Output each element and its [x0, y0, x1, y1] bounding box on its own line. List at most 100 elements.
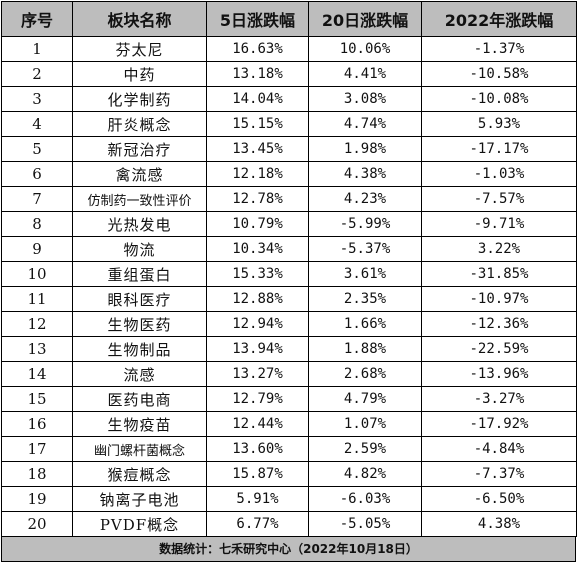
change-2022: -31.85% [421, 261, 577, 287]
change-20day: 4.79% [308, 386, 422, 412]
change-2022: -4.84% [421, 436, 577, 462]
table-row: 19 钠离子电池 5.91% -6.03% -6.50% [1, 486, 577, 512]
row-index: 13 [1, 336, 73, 362]
table-row: 6 禽流感 12.18% 4.38% -1.03% [1, 161, 577, 187]
change-5day: 12.88% [206, 286, 309, 312]
change-2022: -6.50% [421, 486, 577, 512]
row-index: 7 [1, 186, 73, 212]
change-2022: -9.71% [421, 211, 577, 237]
table-row: 2 中药 13.18% 4.41% -10.58% [1, 61, 577, 87]
row-index: 1 [1, 36, 73, 62]
table-row: 4 肝炎概念 15.15% 4.74% 5.93% [1, 111, 577, 137]
change-5day: 15.87% [206, 461, 309, 487]
change-5day: 14.04% [206, 86, 309, 112]
change-2022: -22.59% [421, 336, 577, 362]
sector-name: 眼科医疗 [72, 286, 207, 312]
change-5day: 12.44% [206, 411, 309, 437]
change-2022: -7.37% [421, 461, 577, 487]
data-source-footer: 数据统计：七禾研究中心（2022年10月18日） [1, 537, 576, 562]
table-row: 20 PVDF概念 6.77% -5.05% 4.38% [1, 511, 577, 537]
row-index: 4 [1, 111, 73, 137]
change-5day: 10.34% [206, 236, 309, 262]
row-index: 8 [1, 211, 73, 237]
change-20day: -6.03% [308, 486, 422, 512]
change-20day: 1.66% [308, 311, 422, 337]
change-5day: 15.33% [206, 261, 309, 287]
change-20day: 1.07% [308, 411, 422, 437]
change-2022: 4.38% [421, 511, 577, 537]
change-2022: 5.93% [421, 111, 577, 137]
sector-name: 医药电商 [72, 386, 207, 412]
table-row: 16 生物疫苗 12.44% 1.07% -17.92% [1, 411, 577, 437]
header-sector-name: 板块名称 [72, 1, 207, 37]
table-row: 13 生物制品 13.94% 1.88% -22.59% [1, 336, 577, 362]
change-2022: -10.58% [421, 61, 577, 87]
change-2022: -3.27% [421, 386, 577, 412]
sector-name: 流感 [72, 361, 207, 387]
change-20day: 4.82% [308, 461, 422, 487]
change-5day: 10.79% [206, 211, 309, 237]
change-2022: -13.96% [421, 361, 577, 387]
row-index: 17 [1, 436, 73, 462]
change-5day: 16.63% [206, 36, 309, 62]
sector-name: 幽门螺杆菌概念 [72, 436, 207, 462]
change-5day: 6.77% [206, 511, 309, 537]
change-5day: 12.18% [206, 161, 309, 187]
row-index: 9 [1, 236, 73, 262]
row-index: 10 [1, 261, 73, 287]
row-index: 18 [1, 461, 73, 487]
change-5day: 12.79% [206, 386, 309, 412]
table-row: 7 仿制药一致性评价 12.78% 4.23% -7.57% [1, 186, 577, 212]
change-20day: 1.88% [308, 336, 422, 362]
change-20day: 10.06% [308, 36, 422, 62]
sector-name: 物流 [72, 236, 207, 262]
sector-name: 芬太尼 [72, 36, 207, 62]
sector-name: 中药 [72, 61, 207, 87]
change-2022: -17.92% [421, 411, 577, 437]
row-index: 6 [1, 161, 73, 187]
row-index: 15 [1, 386, 73, 412]
change-20day: -5.05% [308, 511, 422, 537]
sector-name: 光热发电 [72, 211, 207, 237]
header-row: 序号 板块名称 5日涨跌幅 20日涨跌幅 2022年涨跌幅 [1, 1, 577, 37]
table-row: 14 流感 13.27% 2.68% -13.96% [1, 361, 577, 387]
row-index: 20 [1, 511, 73, 537]
change-2022: -1.03% [421, 161, 577, 187]
sector-name: 肝炎概念 [72, 111, 207, 137]
header-index: 序号 [1, 1, 73, 37]
change-5day: 12.78% [206, 186, 309, 212]
table-row: 9 物流 10.34% -5.37% 3.22% [1, 236, 577, 262]
sector-name: 化学制药 [72, 86, 207, 112]
row-index: 12 [1, 311, 73, 337]
sector-name: 钠离子电池 [72, 486, 207, 512]
table-row: 8 光热发电 10.79% -5.99% -9.71% [1, 211, 577, 237]
change-20day: 2.59% [308, 436, 422, 462]
change-20day: 4.23% [308, 186, 422, 212]
change-2022: -12.36% [421, 311, 577, 337]
sector-name: 新冠治疗 [72, 136, 207, 162]
row-index: 2 [1, 61, 73, 87]
row-index: 16 [1, 411, 73, 437]
sector-name: PVDF概念 [72, 511, 207, 537]
table-row: 5 新冠治疗 13.45% 1.98% -17.17% [1, 136, 577, 162]
change-2022: -10.08% [421, 86, 577, 112]
change-2022: -1.37% [421, 36, 577, 62]
change-5day: 13.18% [206, 61, 309, 87]
row-index: 14 [1, 361, 73, 387]
table-row: 17 幽门螺杆菌概念 13.60% 2.59% -4.84% [1, 436, 577, 462]
row-index: 19 [1, 486, 73, 512]
sector-performance-table: 序号 板块名称 5日涨跌幅 20日涨跌幅 2022年涨跌幅 1 芬太尼 16.63%… [1, 1, 577, 537]
row-index: 11 [1, 286, 73, 312]
change-2022: -7.57% [421, 186, 577, 212]
change-5day: 5.91% [206, 486, 309, 512]
sector-name: 重组蛋白 [72, 261, 207, 287]
change-20day: 2.35% [308, 286, 422, 312]
sector-name: 猴痘概念 [72, 461, 207, 487]
change-2022: -17.17% [421, 136, 577, 162]
change-5day: 12.94% [206, 311, 309, 337]
table-row: 12 生物医药 12.94% 1.66% -12.36% [1, 311, 577, 337]
table-row: 18 猴痘概念 15.87% 4.82% -7.37% [1, 461, 577, 487]
header-20day-change: 20日涨跌幅 [308, 1, 422, 37]
change-5day: 15.15% [206, 111, 309, 137]
